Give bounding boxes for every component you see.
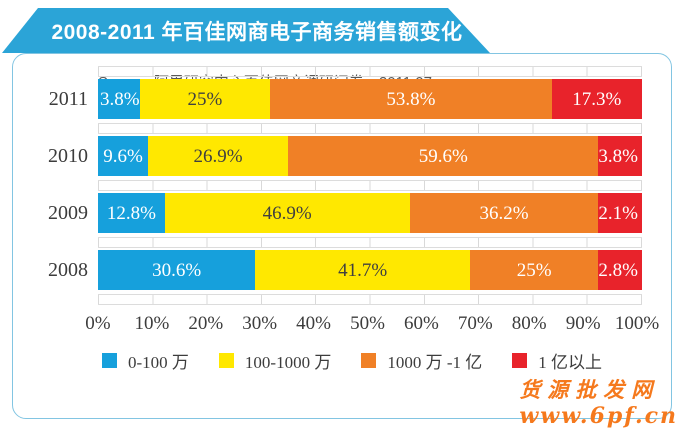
chart-title: 2008-2011 年百佳网商电子商务销售额变化: [51, 20, 463, 44]
bar-segment: 46.9%: [164, 193, 410, 233]
stacked-bar: 12.8% 46.9% 36.2% 2.1%: [98, 193, 642, 233]
year-label: 2011: [48, 88, 88, 110]
grid-strip: [98, 66, 642, 77]
x-tick-label: 80%: [511, 313, 547, 334]
legend-item: 1000 万 -1 亿: [361, 348, 482, 373]
x-tick-label: 40%: [296, 313, 331, 334]
bar-segment: 30.6%: [98, 250, 256, 290]
bar-segment-label: 30.6%: [152, 259, 202, 281]
watermark-url: www.6pf.cn: [519, 402, 678, 429]
legend: 0-100 万 100-1000 万 1000 万 -1 亿 1 亿以上: [102, 348, 664, 373]
bar-row: 2010 9.6% 26.9% 59.6% 3.8%: [14, 136, 664, 176]
legend-swatch-icon: [218, 353, 234, 368]
bar-segment: 17.3%: [551, 79, 642, 119]
bar-segment-label: 2.8%: [598, 259, 638, 281]
grid-strip: [98, 237, 642, 248]
bar-row: 2009 12.8% 46.9% 36.2% 2.1%: [14, 193, 664, 233]
grid-strip: [98, 123, 642, 134]
bar-segment: 9.6%: [98, 136, 148, 176]
x-tick-label: 30%: [242, 313, 278, 334]
bar-segment: 59.6%: [288, 136, 599, 176]
bar-segment-label: 36.2%: [479, 202, 529, 224]
bar-segment-label: 25%: [187, 88, 223, 110]
legend-item: 0-100 万: [102, 348, 189, 373]
bar-segment: 25%: [139, 79, 271, 119]
bar-segment: 26.9%: [147, 136, 289, 176]
bar-segment: 36.2%: [409, 193, 599, 233]
grid-strip: [98, 180, 642, 191]
bar-segment: 12.8%: [98, 193, 165, 233]
bar-segment: 3.8%: [598, 136, 642, 176]
legend-label: 1 亿以上: [538, 353, 603, 372]
legend-swatch-icon: [361, 353, 377, 368]
bar-segment-label: 3.8%: [100, 88, 140, 110]
legend-item: 1 亿以上: [512, 348, 602, 373]
legend-label: 1000 万 -1 亿: [387, 353, 483, 372]
legend-swatch-icon: [102, 353, 117, 368]
stacked-bar: 3.8% 25% 53.8% 17.3%: [98, 79, 642, 119]
title-banner: 2008-2011 年百佳网商电子商务销售额变化: [2, 8, 490, 53]
x-tick-label: 60%: [403, 313, 439, 334]
bar-segment: 2.1%: [598, 193, 642, 233]
bar-segment-label: 46.9%: [262, 202, 312, 224]
x-tick-label: 50%: [350, 313, 385, 334]
legend-label: 100-1000 万: [244, 353, 332, 372]
year-label: 2008: [48, 259, 88, 281]
stacked-bar: 9.6% 26.9% 59.6% 3.8%: [98, 136, 642, 176]
bar-segment-label: 25%: [516, 259, 552, 281]
year-label: 2010: [48, 145, 88, 167]
stacked-bar: 30.6% 41.7% 25% 2.8%: [98, 250, 642, 290]
bar-segment-label: 17.3%: [572, 88, 622, 110]
bar-segment: 53.8%: [270, 79, 552, 119]
bar-segment-label: 3.8%: [598, 145, 638, 167]
x-axis: 0% 10% 20% 30% 40% 50% 60% 70% 80% 90% 100%: [71, 313, 664, 335]
legend-item: 100-1000 万: [218, 348, 332, 373]
bar-segment-label: 26.9%: [193, 145, 243, 167]
bar-segment-label: 41.7%: [338, 259, 388, 281]
bar-segment: 41.7%: [255, 250, 470, 290]
bar-segment-label: 53.8%: [386, 88, 436, 110]
year-label: 2009: [48, 202, 88, 224]
x-tick-label: 90%: [565, 313, 601, 334]
bar-segment: 2.8%: [598, 250, 642, 290]
bar-segment: 25%: [469, 250, 599, 290]
x-tick-label: 10%: [134, 313, 170, 334]
legend-label: 0-100 万: [128, 353, 189, 372]
bar-row: 2008 30.6% 41.7% 25% 2.8%: [14, 250, 664, 290]
grid-strip: [98, 294, 642, 305]
chart-panel: 2011 3.8% 25% 53.8% 17.3% 2010 9.6% 26.9% 59.6% 3…: [12, 53, 672, 419]
bar-segment-label: 59.6%: [418, 145, 468, 167]
bar-segment-label: 9.6%: [103, 145, 143, 167]
x-tick-label: 100%: [614, 313, 660, 334]
stacked-bar-chart: 2011 3.8% 25% 53.8% 17.3% 2010 9.6% 26.9% 59.6% 3…: [14, 66, 664, 373]
watermark-site-name: 货源批发网: [519, 377, 660, 403]
legend-swatch-icon: [512, 353, 528, 368]
bar-row: 2011 3.8% 25% 53.8% 17.3%: [14, 79, 664, 119]
bar-segment: 3.8%: [98, 79, 140, 119]
bar-segment-label: 12.8%: [106, 202, 156, 224]
watermark: 货源批发网 www.6pf.cn: [519, 377, 678, 429]
x-tick-label: 20%: [188, 313, 224, 334]
x-tick-label: 70%: [457, 313, 493, 334]
x-tick-label: 0%: [85, 313, 111, 334]
bar-segment-label: 2.1%: [598, 202, 638, 224]
